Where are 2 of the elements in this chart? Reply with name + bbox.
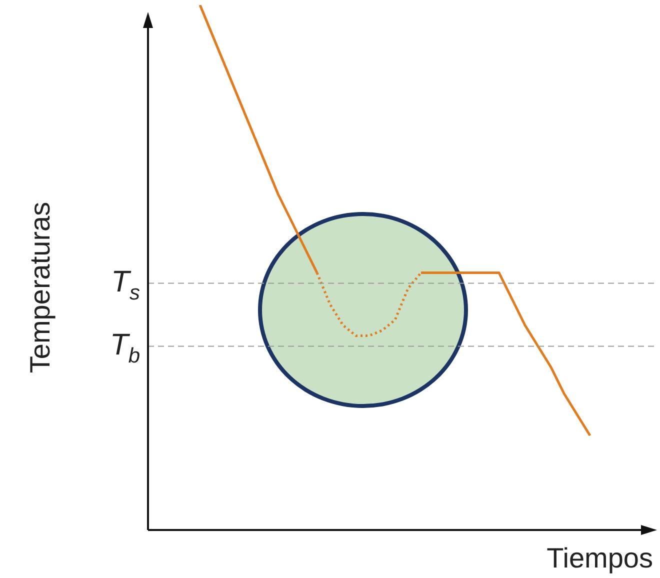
y-axis-title: Temperaturas xyxy=(24,202,56,374)
x-axis-title: Tiempos xyxy=(546,542,653,574)
